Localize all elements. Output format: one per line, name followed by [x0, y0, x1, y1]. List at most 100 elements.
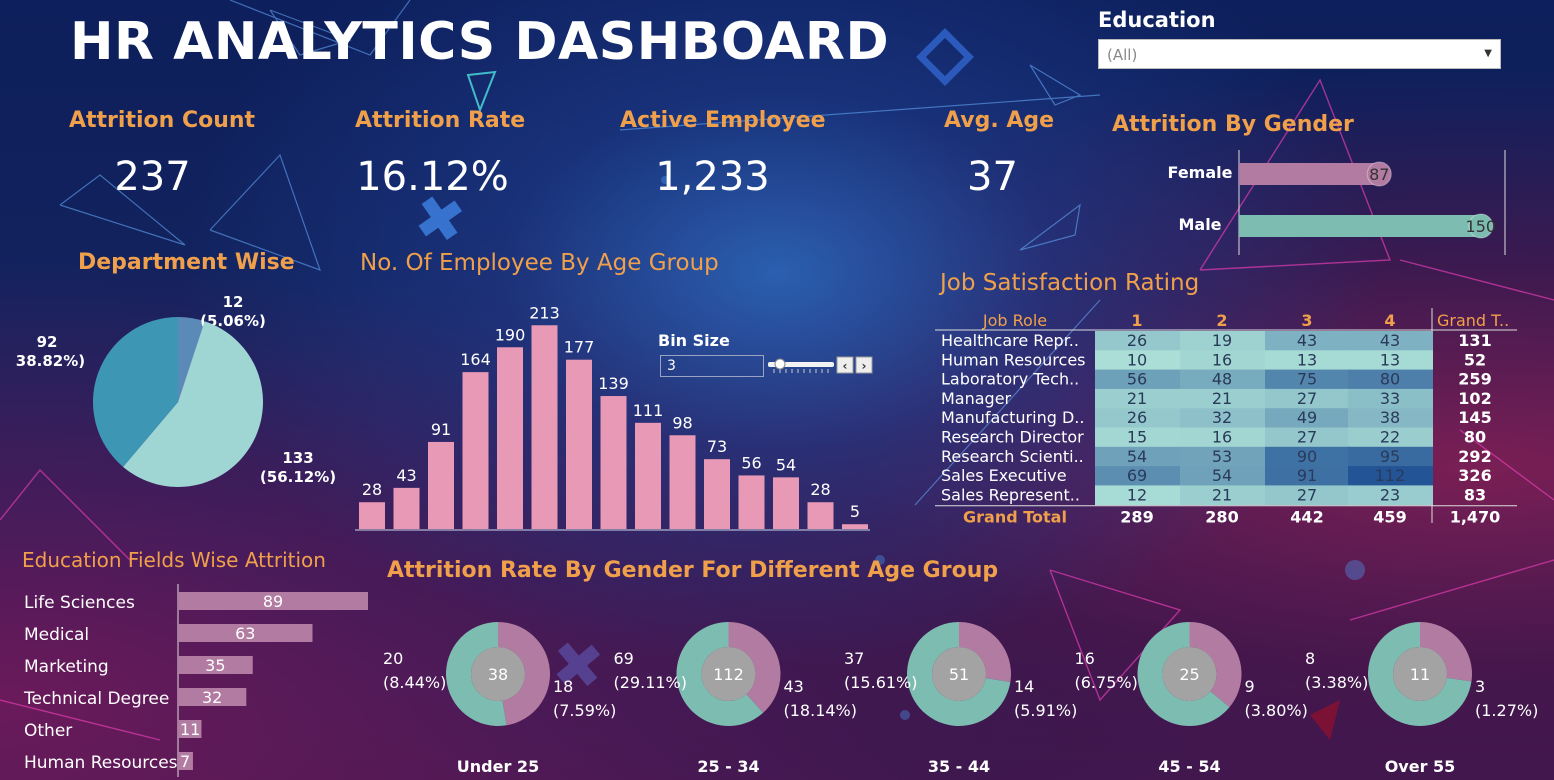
education-filter-label: Education — [1098, 8, 1216, 32]
age-group-bar-10 — [704, 459, 730, 529]
education-field-value: 11 — [180, 720, 200, 739]
kpi-attrition-count-value: 237 — [114, 154, 191, 200]
dashboard-title: HR ANALYTICS DASHBOARD — [70, 12, 890, 72]
gender-age-chart-title: Attrition Rate By Gender For Different A… — [387, 558, 999, 583]
svg-text:‹: ‹ — [843, 359, 848, 373]
age-group-bar-3 — [462, 372, 489, 529]
education-field-label: Human Resources — [24, 753, 178, 773]
job-satisfaction-heatmap: Job Role 1 2 3 4 Grand T..Healthcare Repr.. 26… — [935, 308, 1517, 527]
job-satisfaction-title: Job Satisfaction Rating — [940, 270, 1200, 296]
education-field-bar — [178, 688, 247, 706]
heatmap-row-total: 259 — [1458, 370, 1491, 389]
age-group-value-3: 164 — [460, 350, 491, 369]
bin-size-increment-button[interactable]: › — [855, 356, 873, 374]
heatmap-cell-value: 38 — [1380, 408, 1400, 427]
education-field-bar — [178, 752, 193, 770]
heatmap-cell-value: 49 — [1297, 408, 1317, 427]
age-group-bar-6 — [566, 359, 592, 529]
heatmap-cell-value: 43 — [1380, 331, 1400, 350]
kpi-attrition-rate-label: Attrition Rate — [355, 108, 526, 133]
heatmap-cell-value: 26 — [1127, 331, 1147, 350]
age-group-bar-0 — [359, 502, 385, 529]
heatmap-row-total: 83 — [1464, 485, 1486, 504]
heatmap-row-label: Laboratory Tech.. — [941, 370, 1079, 389]
heatmap-cell — [1095, 427, 1180, 448]
kpi-avg-age-label: Avg. Age — [944, 108, 1055, 133]
education-field-bar-chart: Life Sciences 89 Medical 63 Marketing 35 Techn… — [23, 584, 368, 777]
heatmap-cell — [1095, 331, 1180, 351]
kpi-active-employee-value: 1,233 — [655, 154, 770, 200]
heatmap-grand-total-label: Grand Total — [963, 508, 1067, 527]
age-group-bar-1 — [393, 487, 420, 529]
gender-bar-end-female — [1366, 161, 1392, 187]
donut-female-slice — [498, 622, 551, 726]
heatmap-row-label: Healthcare Repr.. — [941, 331, 1079, 350]
heatmap-grand-total-value: 289 — [1120, 508, 1153, 527]
heatmap-cell — [1180, 388, 1265, 409]
heatmap-row-total: 80 — [1464, 428, 1486, 447]
donut-female-count: 9 — [1245, 677, 1255, 696]
age-group-bar-5 — [531, 325, 558, 529]
heatmap-cell-value: 21 — [1127, 389, 1147, 408]
department-pie-label-2: 92 — [37, 333, 58, 351]
heatmap-header-role: Job Role — [982, 311, 1047, 330]
heatmap-header-3: 3 — [1301, 311, 1312, 330]
heatmap-cell — [1180, 331, 1265, 351]
bin-size-input[interactable]: 3 — [660, 355, 764, 377]
heatmap-cell — [1348, 350, 1433, 371]
education-field-bar — [178, 624, 313, 642]
donut-male-pct: (8.44%) — [383, 673, 446, 692]
donut-female-pct: (3.80%) — [1245, 701, 1308, 720]
education-field-value: 7 — [180, 752, 190, 771]
donut-female-count: 18 — [553, 677, 573, 696]
gender-label-male: Male — [1178, 215, 1221, 234]
heatmap-cell — [1180, 466, 1265, 486]
heatmap-cell — [1180, 369, 1265, 390]
age-group-value-14: 5 — [850, 502, 860, 521]
age-group-bar-11 — [738, 475, 765, 529]
age-group-value-13: 28 — [810, 480, 830, 499]
heatmap-row-label: Research Director — [941, 428, 1084, 447]
heatmap-cell-value: 27 — [1297, 485, 1317, 504]
donut-male-count: 8 — [1305, 649, 1315, 668]
age-group-value-6: 177 — [564, 338, 595, 357]
department-pie-chart: 12(5.06%) 133(56.12%) 92(38.82%) — [15, 293, 336, 487]
age-group-bar-13 — [807, 502, 834, 529]
education-filter-value: (All) — [1107, 46, 1138, 64]
heatmap-cell-value: 54 — [1212, 466, 1232, 485]
heatmap-row-total: 145 — [1458, 408, 1491, 427]
bin-size-slider[interactable]: ‹ › — [766, 355, 876, 377]
heatmap-grand-total-value: 459 — [1373, 508, 1406, 527]
heatmap-cell-value: 91 — [1297, 466, 1317, 485]
donut-male-pct: (29.11%) — [614, 673, 688, 692]
heatmap-row-label: Manufacturing D.. — [941, 408, 1084, 427]
heatmap-row-label: Sales Executive — [941, 466, 1067, 485]
donut-male-count: 37 — [844, 649, 864, 668]
donut-female-pct: (18.14%) — [784, 701, 858, 720]
bin-size-decrement-button[interactable]: ‹ — [836, 356, 854, 374]
education-field-chart-title: Education Fields Wise Attrition — [22, 548, 326, 572]
heatmap-cell — [1095, 466, 1180, 486]
heatmap-row-label: Sales Represent.. — [941, 485, 1080, 504]
age-group-bar-12 — [773, 477, 799, 529]
donut-male-slice — [676, 622, 764, 726]
donut-female-count: 14 — [1014, 677, 1034, 696]
donut-female-slice — [1189, 622, 1242, 708]
donut-male-slice — [906, 622, 1011, 726]
heatmap-cell — [1348, 485, 1433, 506]
heatmap-row-label: Research Scienti.. — [941, 447, 1084, 466]
heatmap-row-total: 52 — [1464, 350, 1486, 369]
heatmap-cell — [1180, 485, 1265, 506]
heatmap-cell — [1348, 388, 1433, 409]
heatmap-cell-value: 54 — [1127, 447, 1147, 466]
education-filter-dropdown[interactable]: (All) ▼ — [1098, 39, 1501, 69]
heatmap-cell-value: 13 — [1380, 350, 1400, 369]
donut-female-slice — [1420, 622, 1472, 682]
heatmap-cell-value: 75 — [1297, 370, 1317, 389]
donut-age-group-label: 25 - 34 — [697, 757, 759, 776]
heatmap-cell — [1265, 446, 1350, 467]
heatmap-cell — [1095, 369, 1180, 390]
kpi-avg-age-value: 37 — [967, 154, 1018, 200]
heatmap-cell — [1095, 388, 1180, 409]
